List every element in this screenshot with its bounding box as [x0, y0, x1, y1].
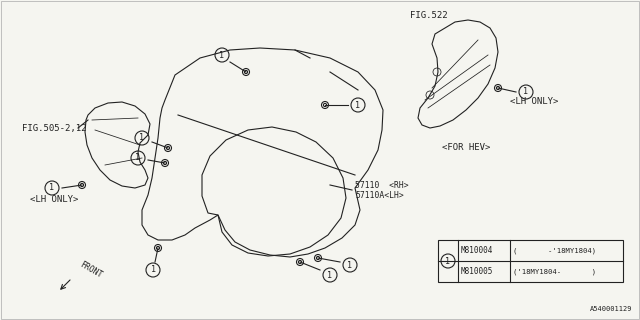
- Text: 1: 1: [328, 270, 333, 279]
- Text: 1: 1: [136, 154, 141, 163]
- Text: <LH ONLY>: <LH ONLY>: [510, 98, 558, 107]
- Text: 1: 1: [220, 51, 225, 60]
- Text: 1: 1: [49, 183, 54, 193]
- Text: 1: 1: [140, 133, 145, 142]
- Text: 1: 1: [445, 257, 451, 266]
- Text: <FOR HEV>: <FOR HEV>: [442, 143, 490, 153]
- Text: A540001129: A540001129: [589, 306, 632, 312]
- Bar: [438, 240, 623, 282]
- Text: 57110A<LH>: 57110A<LH>: [355, 190, 404, 199]
- Text: 1: 1: [355, 100, 360, 109]
- Text: 1: 1: [524, 87, 529, 97]
- Text: 1: 1: [150, 266, 156, 275]
- Text: M810004: M810004: [461, 246, 493, 255]
- Text: FRONT: FRONT: [78, 260, 104, 280]
- Text: 57110  <RH>: 57110 <RH>: [355, 180, 408, 189]
- Text: FIG.505-2,12: FIG.505-2,12: [22, 124, 86, 132]
- Text: M810005: M810005: [461, 267, 493, 276]
- Text: (       -'18MY1804): ( -'18MY1804): [513, 247, 596, 254]
- Text: FIG.522: FIG.522: [410, 11, 447, 20]
- Text: <LH ONLY>: <LH ONLY>: [30, 196, 78, 204]
- Text: 1: 1: [348, 260, 353, 269]
- Text: ('18MY1804-       ): ('18MY1804- ): [513, 268, 596, 275]
